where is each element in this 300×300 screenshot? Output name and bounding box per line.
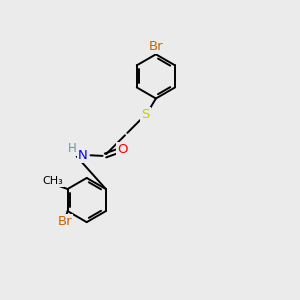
Text: N: N [78, 149, 87, 162]
Text: CH₃: CH₃ [43, 176, 63, 186]
Text: S: S [141, 108, 150, 121]
Text: Br: Br [57, 215, 72, 228]
Text: Br: Br [148, 40, 163, 52]
Text: O: O [117, 143, 127, 156]
Text: H: H [68, 142, 76, 155]
